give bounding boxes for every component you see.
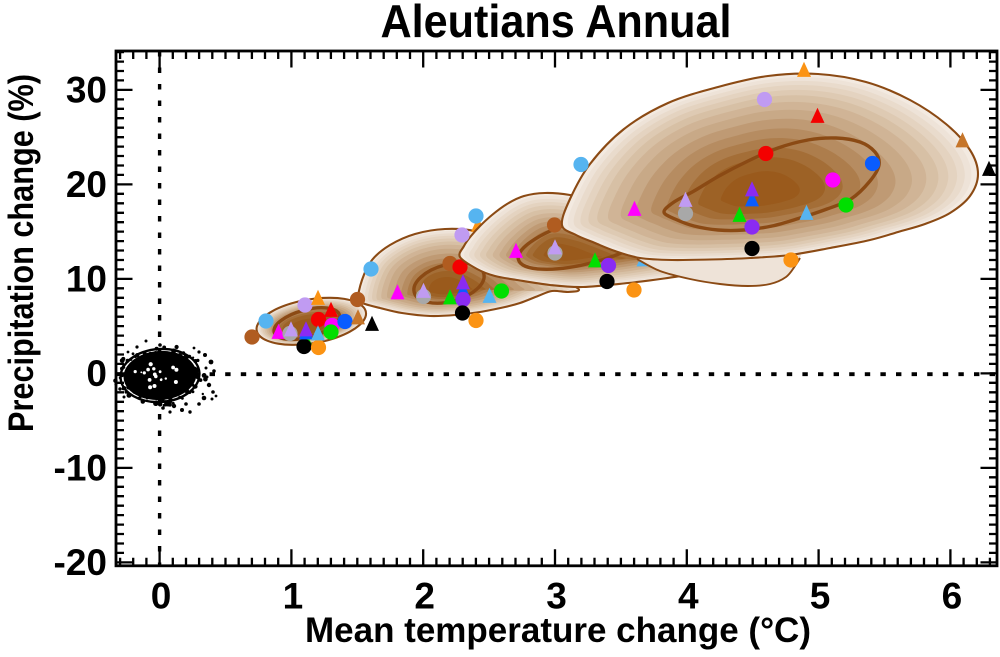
svg-text:20: 20 <box>66 164 107 205</box>
svg-text:10: 10 <box>66 258 107 299</box>
svg-text:3: 3 <box>546 576 567 617</box>
svg-text:Precipitation change (%): Precipitation change (%) <box>2 74 41 432</box>
svg-text:Mean temperature change (°C): Mean temperature change (°C) <box>305 611 811 650</box>
svg-text:5: 5 <box>810 576 831 617</box>
svg-text:Aleutians Annual: Aleutians Annual <box>381 0 732 47</box>
svg-text:2: 2 <box>414 576 435 617</box>
svg-text:-20: -20 <box>54 542 107 583</box>
svg-text:-10: -10 <box>54 447 107 488</box>
svg-text:6: 6 <box>942 576 963 617</box>
svg-text:1: 1 <box>283 576 304 617</box>
svg-text:0: 0 <box>86 353 107 394</box>
svg-text:30: 30 <box>66 69 107 110</box>
svg-text:4: 4 <box>678 576 699 617</box>
svg-text:0: 0 <box>151 576 172 617</box>
